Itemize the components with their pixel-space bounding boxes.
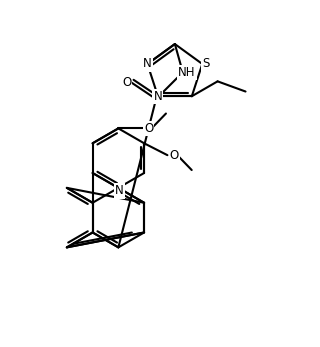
Text: N: N [154,90,162,103]
Text: S: S [203,58,210,70]
Text: O: O [144,122,153,135]
Text: NH: NH [178,66,196,79]
Text: N: N [115,184,124,197]
Text: O: O [122,76,131,89]
Text: N: N [143,58,152,70]
Text: O: O [170,149,179,162]
